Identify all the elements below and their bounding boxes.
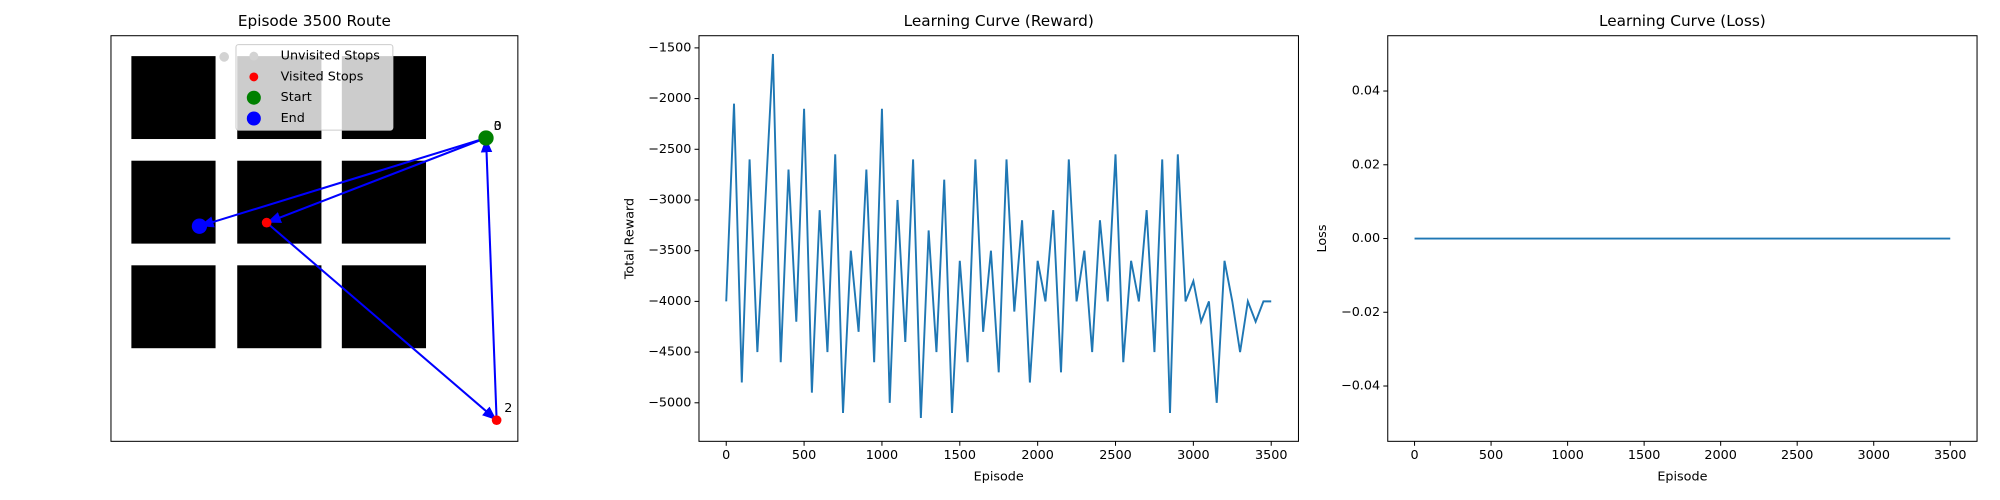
axes-frame <box>698 35 1299 442</box>
axes-frame <box>1387 35 1978 442</box>
x-tick-label: 0 <box>722 448 730 463</box>
stop-label: 0 <box>494 119 502 134</box>
x-tick-label: 3500 <box>1255 448 1287 463</box>
x-tick-label: 3000 <box>1177 448 1209 463</box>
x-tick-label: 3000 <box>1857 448 1889 463</box>
x-tick-label: 500 <box>792 448 816 463</box>
x-tick-label: 1000 <box>1551 448 1583 463</box>
x-tick-label: 2000 <box>1021 448 1053 463</box>
legend-marker <box>246 111 261 126</box>
x-axis-label: Episode <box>974 470 1024 485</box>
y-tick-label: −0.02 <box>1341 305 1380 320</box>
y-tick-label: −5000 <box>648 395 691 410</box>
legend-label: Visited Stops <box>281 69 364 84</box>
legend-label: Start <box>281 90 312 105</box>
chart-title: Episode 3500 Route <box>238 12 391 30</box>
route-segment <box>480 137 498 421</box>
y-tick-label: −3000 <box>648 192 691 207</box>
y-tick-label: −2000 <box>648 91 691 106</box>
stop-label: 2 <box>504 401 512 416</box>
stop-point <box>219 52 230 62</box>
stop-point <box>261 217 272 228</box>
data-line <box>725 53 1272 419</box>
legend-marker <box>246 90 261 105</box>
x-tick-label: 0 <box>1410 448 1418 463</box>
x-axis-label: Episode <box>1657 470 1707 485</box>
block <box>131 56 216 140</box>
y-tick-label: −3500 <box>648 243 691 258</box>
x-tick-label: 3500 <box>1934 448 1966 463</box>
block <box>237 265 322 349</box>
x-tick-label: 1500 <box>944 448 976 463</box>
x-tick-label: 1000 <box>866 448 898 463</box>
route-segment <box>266 137 487 224</box>
block <box>341 160 427 244</box>
legend-box <box>235 44 394 131</box>
legend-label: Unvisited Stops <box>281 49 381 64</box>
y-tick-label: 0.04 <box>1352 84 1380 99</box>
block <box>131 265 216 349</box>
route-segment <box>199 137 487 228</box>
chart-title: Learning Curve (Reward) <box>904 12 1094 30</box>
y-tick-label: 0.02 <box>1352 157 1380 172</box>
y-tick-label: −1500 <box>648 40 691 55</box>
stop-label: 3 <box>494 119 502 134</box>
stop-point <box>191 218 208 234</box>
y-axis-label: Total Reward <box>623 198 638 280</box>
chart-title: Learning Curve (Loss) <box>1599 12 1766 30</box>
legend-marker <box>249 51 259 61</box>
city-blocks <box>131 56 427 349</box>
axes-frame <box>110 35 519 442</box>
x-tick-label: 2500 <box>1781 448 1813 463</box>
stop-point <box>491 415 502 426</box>
x-tick-label: 2500 <box>1099 448 1131 463</box>
x-tick-label: 1500 <box>1628 448 1660 463</box>
x-tick-label: 500 <box>1479 448 1503 463</box>
x-tick-label: 2000 <box>1704 448 1736 463</box>
stop-point <box>478 130 494 146</box>
y-tick-label: −4500 <box>648 345 691 360</box>
y-tick-label: 0.00 <box>1352 231 1380 246</box>
y-tick-label: −0.04 <box>1341 379 1380 394</box>
legend-label: End <box>281 111 305 126</box>
block <box>341 265 427 349</box>
route-segment <box>265 221 498 421</box>
y-tick-label: −2500 <box>648 142 691 157</box>
y-axis-label: Loss <box>1315 224 1330 252</box>
y-tick-label: −4000 <box>648 294 691 309</box>
legend-marker <box>249 72 259 82</box>
